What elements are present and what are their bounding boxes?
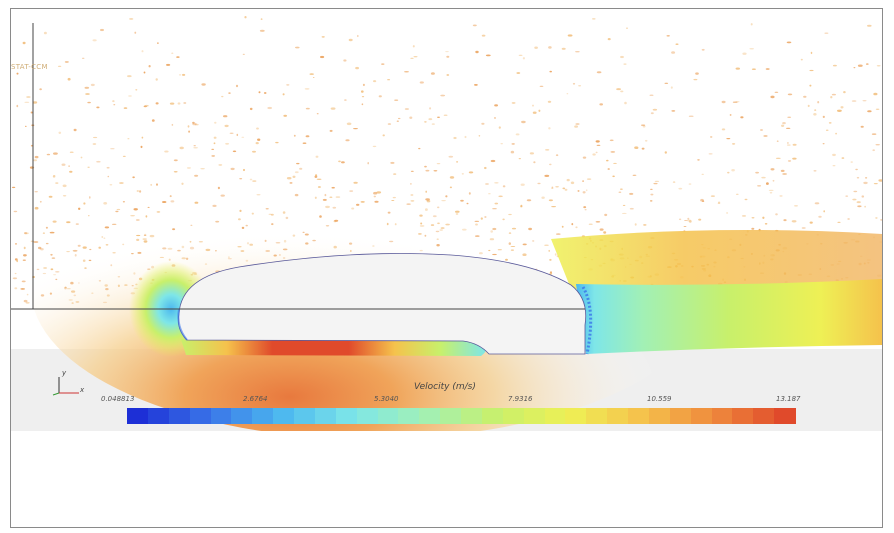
colorbar-segment bbox=[607, 408, 629, 424]
colorbar-segment bbox=[419, 408, 441, 424]
colorbar-segment bbox=[356, 408, 378, 424]
colorbar-title: Velocity (m/s) bbox=[414, 382, 476, 392]
visualization-frame: STAT-CCM y x Velocity (m/s) 0.048813 2.6… bbox=[10, 8, 883, 528]
colorbar-segment bbox=[168, 408, 191, 424]
colorbar-segment bbox=[147, 408, 170, 424]
colorbar-tick-3: 7.9316 bbox=[508, 395, 533, 403]
colorbar-segment bbox=[648, 408, 671, 424]
colorbar-segment bbox=[210, 408, 232, 424]
colorbar-segment bbox=[481, 408, 504, 424]
axis-x-label: x bbox=[80, 386, 85, 394]
axis-y-label: y bbox=[62, 369, 67, 377]
colorbar-segment bbox=[377, 408, 399, 424]
velocity-field-plot bbox=[11, 9, 882, 431]
colorbar-tick-5: 13.187 bbox=[776, 395, 801, 403]
colorbar-segment bbox=[586, 408, 608, 424]
colorbar-segment bbox=[774, 408, 796, 424]
velocity-colorbar bbox=[127, 408, 796, 424]
colorbar-segment bbox=[127, 408, 149, 424]
overlay-label: STAT-CCM bbox=[11, 63, 48, 71]
colorbar-segment bbox=[231, 408, 253, 424]
colorbar-segment bbox=[502, 408, 525, 424]
colorbar-segment bbox=[628, 408, 650, 424]
colorbar-segment bbox=[273, 408, 295, 424]
colorbar-segment bbox=[189, 408, 211, 424]
colorbar-segment bbox=[690, 408, 712, 424]
colorbar-segment bbox=[461, 408, 483, 424]
colorbar-segment bbox=[252, 408, 274, 424]
colorbar-segment bbox=[669, 408, 692, 424]
axis-triad-icon: y x bbox=[51, 369, 87, 397]
colorbar-tick-1: 2.6764 bbox=[243, 395, 268, 403]
colorbar-tick-4: 10.559 bbox=[647, 395, 672, 403]
colorbar-segment bbox=[711, 408, 733, 424]
colorbar-segment bbox=[753, 408, 775, 424]
colorbar-segment bbox=[732, 408, 754, 424]
colorbar-segment bbox=[398, 408, 420, 424]
colorbar-tick-2: 5.3040 bbox=[374, 395, 399, 403]
colorbar-segment bbox=[544, 408, 566, 424]
colorbar-segment bbox=[314, 408, 337, 424]
colorbar-segment bbox=[335, 408, 358, 424]
colorbar-segment bbox=[565, 408, 587, 424]
colorbar-tick-0: 0.048813 bbox=[101, 395, 135, 403]
colorbar-segment bbox=[440, 408, 462, 424]
colorbar-segment bbox=[294, 408, 316, 424]
colorbar-segment bbox=[523, 408, 545, 424]
